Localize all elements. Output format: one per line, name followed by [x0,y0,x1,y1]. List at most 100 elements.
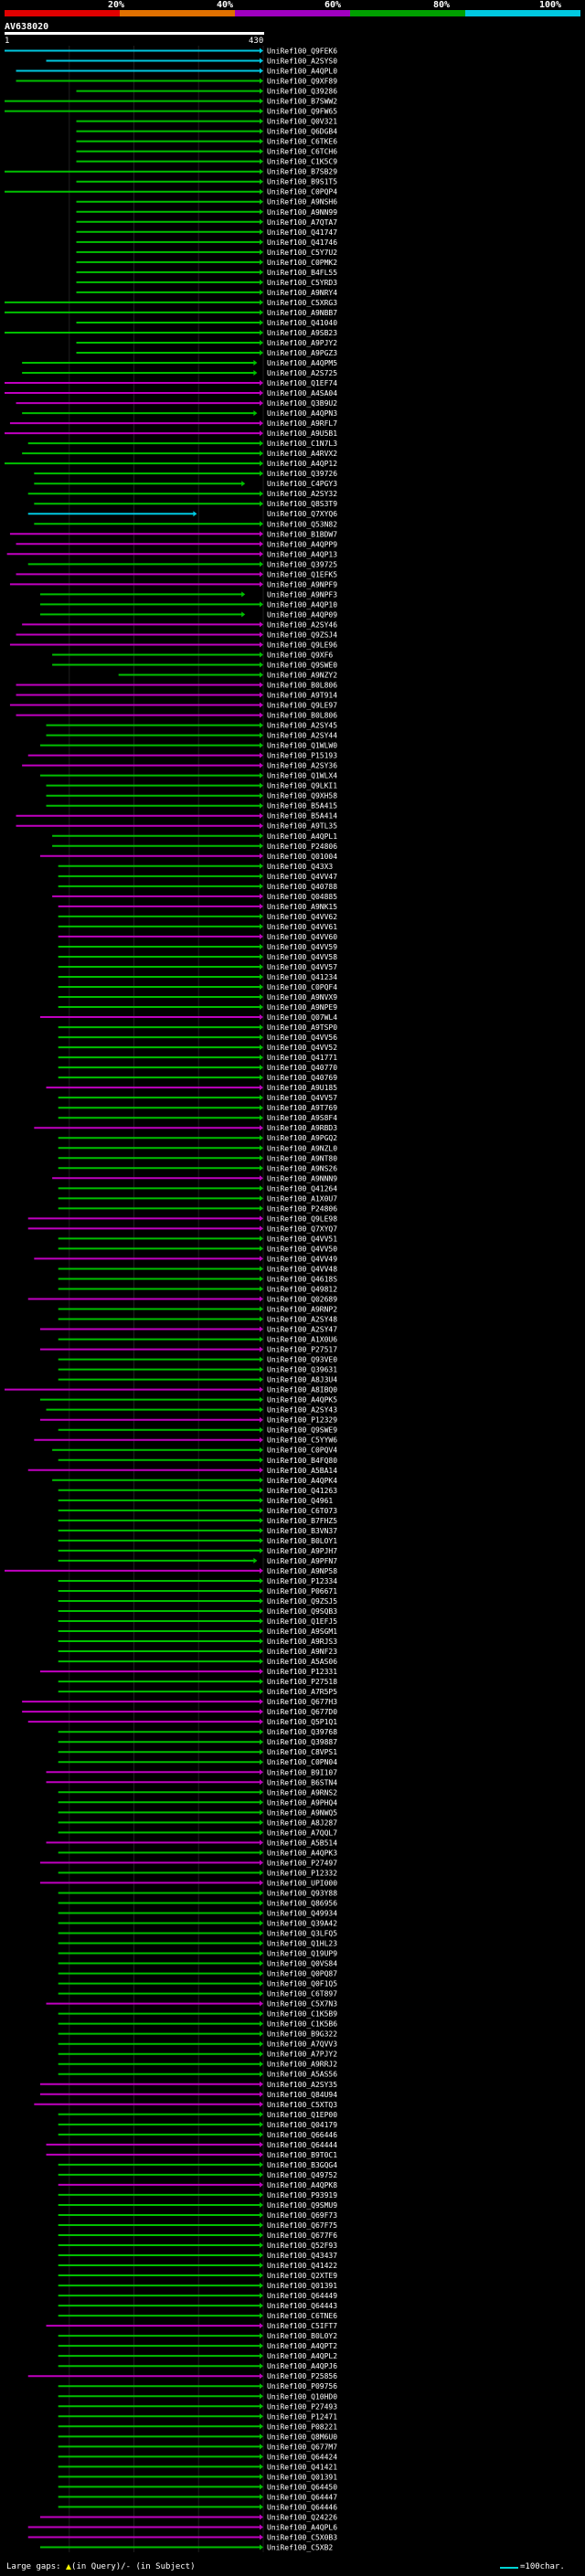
hit-label[interactable]: UniRef100_Q9SWE9 [267,1426,337,1435]
hit-row[interactable]: UniRef100_A7QQL7 [58,1829,338,1837]
hit-label[interactable]: UniRef100_A9SB23 [267,329,337,337]
hit-row[interactable]: UniRef100_C1K5B6 [58,2020,338,2029]
hit-row[interactable]: UniRef100_P24806 [58,1204,338,1213]
hit-row[interactable]: UniRef100_Q40788 [58,883,338,891]
hit-row[interactable]: UniRef100_B0L806 [16,712,338,720]
hit-row[interactable]: UniRef100_A9SGM1 [58,1627,338,1636]
hit-row[interactable]: UniRef100_C0PQV4 [52,1447,337,1455]
hit-row[interactable]: UniRef100_Q9FEK6 [5,48,337,56]
hit-label[interactable]: UniRef100_Q677D0 [267,1708,337,1716]
hit-row[interactable]: UniRef100_Q24226 [39,2513,337,2521]
hit-label[interactable]: UniRef100_B7FHZ5 [267,1517,337,1525]
hit-row[interactable]: UniRef100_A9PJY2 [76,339,338,347]
hit-row[interactable]: UniRef100_Q04179 [58,2121,338,2129]
hit-label[interactable]: UniRef100_P12332 [267,1869,337,1877]
hit-row[interactable]: UniRef100_Q39631 [58,1366,338,1374]
hit-row[interactable]: UniRef100_Q4VV50 [58,1245,338,1253]
hit-label[interactable]: UniRef100_Q49934 [267,1909,337,1917]
hit-label[interactable]: UniRef100_Q6DGB4 [267,128,337,136]
hit-label[interactable]: UniRef100_A8J287 [267,1818,337,1827]
hit-row[interactable]: UniRef100_P27518 [58,1678,338,1686]
hit-row[interactable]: UniRef100_Q01004 [39,853,337,861]
hit-label[interactable]: UniRef100_A9U185 [267,1084,337,1092]
hit-row[interactable]: UniRef100_C6T073 [58,1507,338,1515]
hit-row[interactable]: UniRef100_C5X7N3 [46,2000,338,2009]
hit-label[interactable]: UniRef100_C5X0B3 [267,2533,337,2541]
hit-label[interactable]: UniRef100_B7SWW2 [267,98,337,106]
hit-label[interactable]: UniRef100_A4QPK8 [267,2181,337,2189]
hit-row[interactable]: UniRef100_A4SA04 [5,389,337,398]
hit-row[interactable]: UniRef100_Q64443 [58,2302,338,2310]
hit-label[interactable]: UniRef100_Q4VV60 [267,933,337,941]
hit-label[interactable]: UniRef100_Q39768 [267,1728,337,1736]
hit-row[interactable]: UniRef100_P08221 [58,2422,338,2431]
hit-label[interactable]: UniRef100_A9RNP2 [267,1306,337,1314]
hit-label[interactable]: UniRef100_A9SGM1 [267,1627,337,1636]
hit-label[interactable]: UniRef100_A4QPK5 [267,1396,337,1405]
hit-row[interactable]: UniRef100_P12331 [39,1668,337,1676]
hit-row[interactable]: UniRef100_Q9XF89 [16,78,338,86]
hit-row[interactable]: UniRef100_Q9LE96 [9,641,337,649]
hit-label[interactable]: UniRef100_Q9FEK6 [267,48,337,56]
hit-row[interactable]: UniRef100_Q4VV48 [58,1265,338,1273]
hit-row[interactable]: UniRef100_Q4VV59 [58,943,338,951]
hit-label[interactable]: UniRef100_Q8S3T9 [267,500,337,508]
hit-label[interactable]: UniRef100_Q40770 [267,1064,337,1072]
hit-label[interactable]: UniRef100_Q64447 [267,2493,337,2501]
hit-label[interactable]: UniRef100_B1BDW7 [267,530,337,538]
hit-row[interactable]: UniRef100_C5XTQ3 [34,2101,337,2109]
hit-row[interactable]: UniRef100_Q6DGB4 [76,128,338,136]
hit-row[interactable]: UniRef100_A9PHQ4 [58,1798,338,1807]
hit-label[interactable]: UniRef100_C0PMK2 [267,259,337,267]
hit-row[interactable]: UniRef100_Q9LKI1 [46,782,338,790]
hit-label[interactable]: UniRef100_Q4VV57 [267,963,337,971]
hit-row[interactable]: UniRef100_B9T0C1 [46,2151,338,2159]
hit-label[interactable]: UniRef100_Q4VV51 [267,1235,337,1243]
hit-row[interactable]: UniRef100_B9G322 [58,2030,338,2039]
hit-label[interactable]: UniRef100_Q1EF74 [267,379,337,387]
hit-label[interactable]: UniRef100_Q01004 [267,853,337,861]
hit-label[interactable]: UniRef100_Q49812 [267,1285,337,1293]
hit-row[interactable]: UniRef100_Q64449 [58,2292,338,2300]
hit-row[interactable]: UniRef100_Q1EFJ5 [58,1617,338,1626]
hit-row[interactable]: UniRef100_A9T769 [58,1104,338,1112]
hit-row[interactable]: UniRef100_Q39768 [58,1728,338,1736]
hit-row[interactable]: UniRef100_A9NZL0 [58,1144,338,1152]
hit-row[interactable]: UniRef100_A2SY45 [46,722,338,730]
hit-label[interactable]: UniRef100_C6TNE6 [267,2312,337,2320]
hit-row[interactable]: UniRef100_Q4VV58 [58,953,338,961]
hit-row[interactable]: UniRef100_B7SB29 [5,168,337,176]
hit-row[interactable]: UniRef100_Q4VV56 [58,1034,338,1042]
hit-row[interactable]: UniRef100_A4RVX2 [22,450,337,458]
hit-label[interactable]: UniRef100_Q4VV59 [267,943,337,951]
hit-label[interactable]: UniRef100_C0PN04 [267,1758,337,1766]
hit-row[interactable]: UniRef100_C1N7L3 [27,440,338,448]
hit-label[interactable]: UniRef100_A4QPN3 [267,409,337,418]
hit-row[interactable]: UniRef100_A9RJS3 [58,1638,338,1646]
hit-row[interactable]: UniRef100_Q02689 [27,1296,338,1304]
hit-row[interactable]: UniRef100_A7QVV3 [58,2041,338,2049]
hit-label[interactable]: UniRef100_Q04179 [267,2121,337,2129]
hit-row[interactable]: UniRef100_C5IFT7 [46,2322,338,2330]
hit-row[interactable]: UniRef100_A9PGQ2 [58,1134,338,1142]
hit-row[interactable]: UniRef100_Q49812 [58,1285,338,1293]
hit-label[interactable]: UniRef100_Q43437 [267,2252,337,2260]
hit-label[interactable]: UniRef100_Q64449 [267,2292,337,2300]
hit-label[interactable]: UniRef100_B6STN4 [267,1778,337,1786]
hit-row[interactable]: UniRef100_P27517 [39,1346,337,1354]
hit-label[interactable]: UniRef100_P12331 [267,1668,337,1676]
hit-row[interactable]: UniRef100_Q677D0 [22,1708,337,1716]
hit-label[interactable]: UniRef100_Q84U94 [267,2091,337,2099]
hit-row[interactable]: UniRef100_Q4VV47 [58,873,338,881]
hit-label[interactable]: UniRef100_C5Y7U2 [267,249,337,257]
hit-label[interactable]: UniRef100_A4QPT2 [267,2342,337,2350]
hit-row[interactable]: UniRef100_Q64444 [46,2141,338,2149]
hit-label[interactable]: UniRef100_A4QPL0 [267,68,337,76]
hit-label[interactable]: UniRef100_A9RJS3 [267,1638,337,1646]
hit-row[interactable]: UniRef100_Q43X3 [58,863,334,871]
hit-label[interactable]: UniRef100_Q02689 [267,1296,337,1304]
hit-row[interactable]: UniRef100_B4FQ80 [58,1457,338,1465]
hit-row[interactable]: UniRef100_C8VPS1 [58,1748,338,1756]
hit-row[interactable]: UniRef100_A9RNP2 [58,1306,338,1314]
hit-row[interactable]: UniRef100_C6TKE6 [76,138,338,146]
